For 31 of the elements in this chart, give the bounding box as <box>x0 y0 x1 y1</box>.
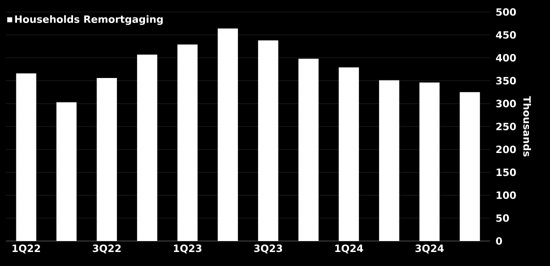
x-tick-label: 3Q24 <box>415 244 444 254</box>
bar <box>419 82 440 241</box>
legend-label: Households Remortgaging <box>15 15 163 25</box>
bar <box>460 92 480 241</box>
y-tick-label: 300 <box>496 100 516 108</box>
bar <box>96 78 117 241</box>
y-tick-label: 450 <box>496 31 516 39</box>
y-tick-label: 500 <box>496 8 516 16</box>
bar <box>137 54 158 241</box>
x-tick-label: 3Q22 <box>92 244 121 254</box>
bar <box>338 67 359 241</box>
y-tick-label: 400 <box>496 54 516 62</box>
x-tick-label: 1Q24 <box>335 244 364 254</box>
x-tick-label: 3Q23 <box>254 244 282 254</box>
y-tick-label: 0 <box>496 237 502 245</box>
y-tick-label: 250 <box>496 122 516 130</box>
y-tick-label: 100 <box>496 191 516 199</box>
y-tick-label: 50 <box>496 214 509 222</box>
y-tick-label: 350 <box>496 76 516 84</box>
bar <box>258 40 278 241</box>
x-tick-label: 1Q23 <box>174 244 202 254</box>
bar <box>16 73 36 241</box>
bar <box>56 102 77 241</box>
bar <box>177 44 198 241</box>
bar <box>298 58 319 241</box>
x-tick-label: 1Q22 <box>12 244 40 254</box>
bar <box>379 80 400 241</box>
bar <box>218 28 238 241</box>
y-axis-title: Thousands <box>523 96 532 156</box>
y-tick-label: 150 <box>496 168 516 176</box>
y-tick-label: 200 <box>496 146 516 154</box>
